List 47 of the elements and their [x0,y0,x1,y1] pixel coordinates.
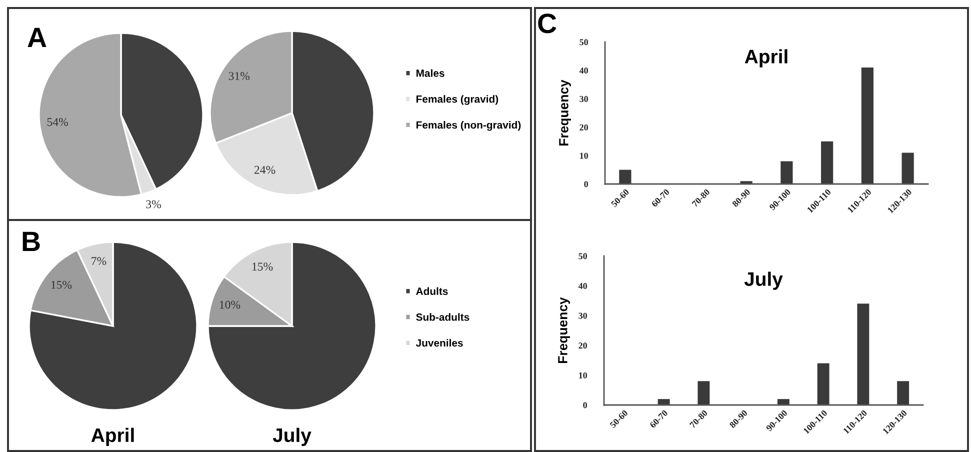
text: July [744,272,783,290]
y-tick-label: 50 [580,39,588,46]
pie-slice [207,241,377,411]
data-label: 31% [228,72,250,80]
y-tick-label: 0 [583,402,587,408]
bar [658,399,670,405]
text: April [91,428,134,446]
bar [817,363,830,405]
y-tick-label: 10 [580,152,588,159]
y-axis-title: Frequency [559,80,571,146]
legend-label: Sub-adults [416,313,470,321]
y-tick-label: 50 [578,253,587,260]
bar [902,152,914,184]
data-label: 54% [47,118,68,126]
chart-title: April [744,49,788,68]
y-tick-label: 40 [579,68,588,74]
legend-label: Adults [416,287,448,295]
y-axis-title: Frequency [558,297,570,363]
legend-label: Juveniles [416,339,463,347]
data-label: 15% [51,280,72,289]
data-label: 7% [92,257,106,266]
text: C [538,14,556,34]
text: B [22,232,40,251]
y-tick-label: 30 [578,312,587,319]
text: A [28,28,46,47]
bar [698,381,710,405]
y-tick-label: 20 [580,124,588,130]
data-label: 15% [252,262,273,271]
data-label: 10% [220,300,240,309]
y-tick-label: 10 [579,372,587,378]
bar [897,381,910,405]
legend-label: Females (non-gravid) [416,121,521,131]
bar [619,170,632,184]
y-tick-label: 20 [578,342,587,349]
text: July [272,428,312,446]
bar [821,141,834,184]
y-tick-label: 40 [578,282,587,290]
legend-label: Males [416,69,444,77]
y-tick-label: 0 [584,181,588,188]
bar [777,399,790,405]
data-label: 24% [254,166,276,174]
y-tick-label: 30 [580,96,588,102]
data-label: 3% [146,200,161,208]
bar [861,68,874,184]
bar [780,161,793,184]
legend-label: Females (gravid) [416,95,498,105]
bar [857,304,870,405]
